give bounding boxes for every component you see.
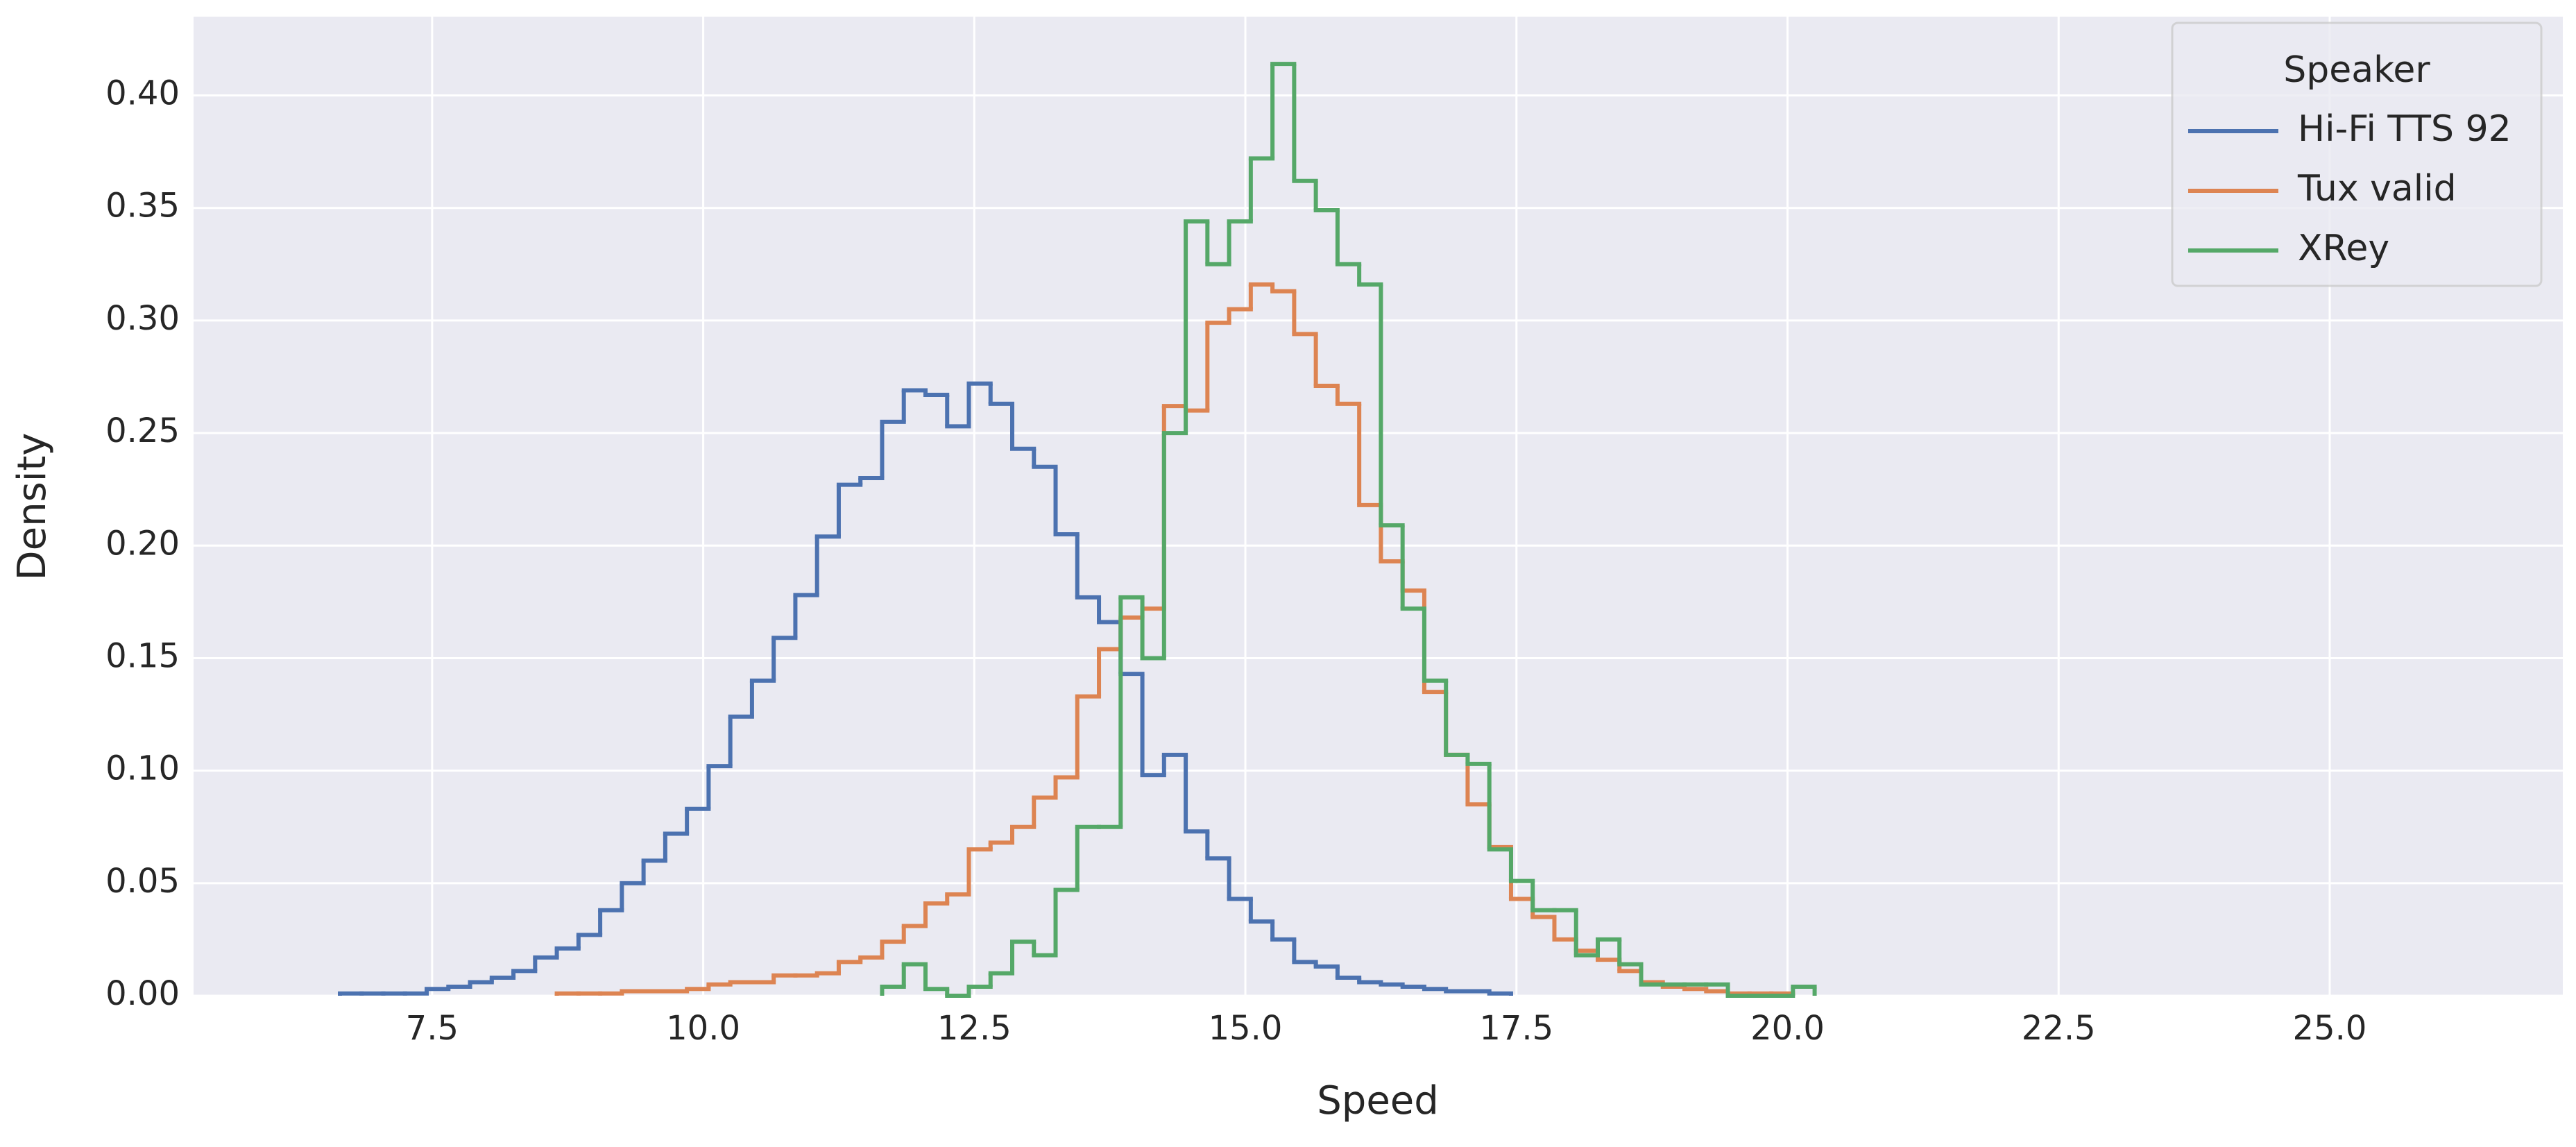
x-tick-label: 17.5: [1479, 1009, 1553, 1048]
legend: Speaker Hi-Fi TTS 92 Tux valid XRey: [2171, 22, 2543, 287]
legend-label: Hi-Fi TTS 92: [2298, 108, 2511, 150]
marks: [337, 62, 1817, 998]
y-tick-label: 0.40: [105, 74, 180, 113]
y-tick-label: 0.10: [105, 749, 180, 788]
x-tick-label: 22.5: [2022, 1009, 2096, 1048]
x-tick-label: 20.0: [1750, 1009, 1825, 1048]
y-tick-label: 0.15: [105, 636, 180, 675]
legend-label: Tux valid: [2297, 168, 2457, 210]
y-tick-label: 0.20: [105, 524, 180, 563]
x-tick-label: 15.0: [1209, 1009, 1283, 1048]
legend-box: [2171, 22, 2543, 287]
x-tick-label: 25.0: [2293, 1009, 2367, 1048]
x-tick-label: 12.5: [937, 1009, 1012, 1048]
y-tick-label: 0.25: [105, 411, 180, 450]
y-tick-label: 0.05: [105, 862, 180, 901]
y-axis-label: Density: [10, 433, 55, 581]
x-axis-label: Speed: [1317, 1078, 1439, 1123]
y-tick-label: 0.35: [105, 187, 180, 226]
x-tick-label: 7.5: [406, 1009, 459, 1048]
x-tick-label: 10.0: [666, 1009, 740, 1048]
legend-label: XRey: [2298, 228, 2389, 269]
y-tick-label: 0.00: [105, 974, 180, 1013]
legend-title: Speaker: [2283, 49, 2430, 91]
y-tick-label: 0.30: [105, 299, 180, 338]
